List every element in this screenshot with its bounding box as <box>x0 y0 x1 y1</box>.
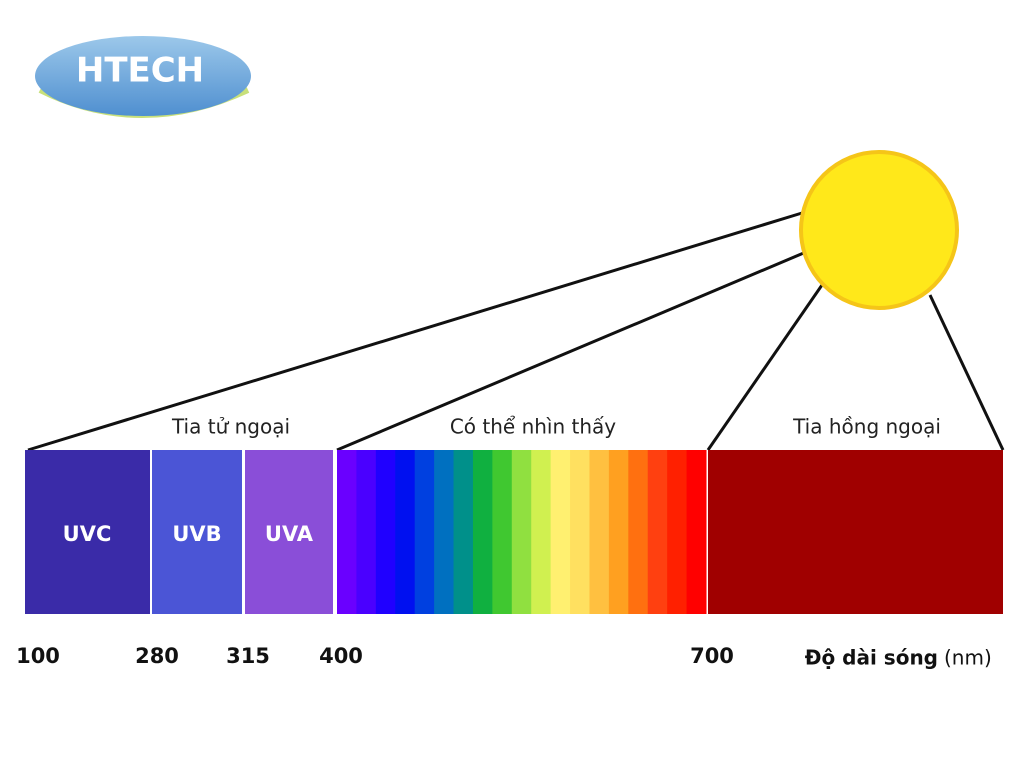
group-label: Tia tử ngoại <box>171 415 290 439</box>
group-label: Tia hồng ngoại <box>792 415 941 439</box>
spectrum-stripe <box>550 450 571 614</box>
spectrum-stripe <box>414 450 435 614</box>
spectrum-stripe <box>531 450 552 614</box>
logo-text: HTECH <box>76 51 204 91</box>
band-label: UVC <box>63 522 112 546</box>
tick-label: 280 <box>135 644 179 668</box>
axis-label: Độ dài sóng <box>805 646 938 670</box>
group-label: Có thể nhìn thấy <box>450 415 616 439</box>
sun <box>799 150 959 310</box>
band-label: UVA <box>265 522 314 546</box>
spectrum-stripe <box>570 450 590 614</box>
spectrum-stripe <box>608 450 629 614</box>
tick-label: 400 <box>319 644 363 668</box>
spectrum-stripe <box>492 450 513 614</box>
tick-label: 100 <box>16 644 60 668</box>
spectrum-stripe <box>395 450 416 614</box>
rays <box>27 211 1005 452</box>
axis-unit: (nm) <box>944 646 992 670</box>
band-label: UVB <box>172 522 221 546</box>
spectrum-stripe <box>453 450 474 614</box>
spectrum-stripe <box>686 450 707 614</box>
infrared-band <box>708 450 1003 614</box>
spectrum-stripe <box>511 450 532 614</box>
spectrum-stripe <box>628 450 649 614</box>
uva-band <box>245 450 333 614</box>
spectrum-stripe <box>647 450 668 614</box>
tick-label: 700 <box>690 644 734 668</box>
tick-label: 315 <box>226 644 270 668</box>
spectrum-stripe <box>375 450 396 614</box>
spectrum-stripe <box>434 450 455 614</box>
uvb-band <box>152 450 242 614</box>
spectrum-stripe <box>356 450 377 614</box>
spectrum-stripe <box>472 450 493 614</box>
logo: HTECH <box>35 36 251 118</box>
visible-spectrum <box>337 450 707 614</box>
spectrum-stripe <box>667 450 688 614</box>
spectrum-stripe <box>337 450 357 614</box>
spectrum-stripe <box>589 450 610 614</box>
uvc-band <box>25 450 150 614</box>
